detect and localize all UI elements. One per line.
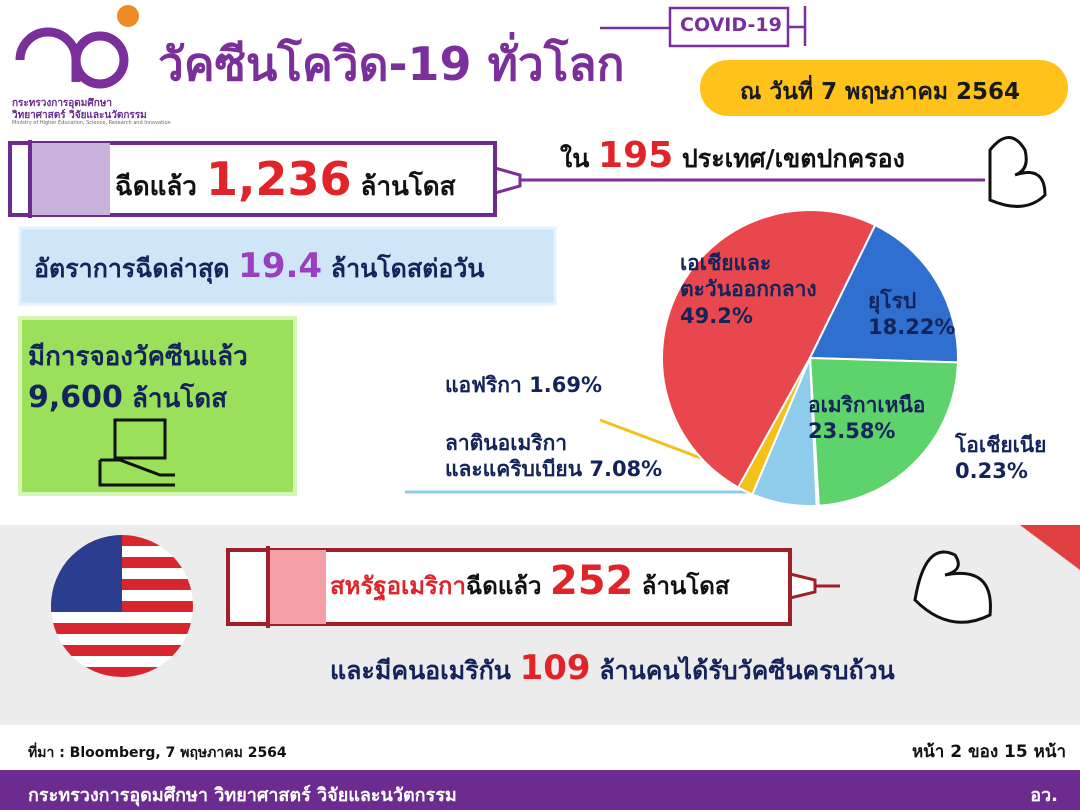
ministry-en: Ministry of Higher Education, Science, R… — [12, 120, 171, 126]
value: 9,600 — [28, 380, 123, 415]
slice-label: ยุโรป 18.22% — [868, 288, 955, 341]
pie — [661, 209, 959, 507]
label-text: ยุโรป — [868, 289, 917, 313]
value: 1,236 — [205, 152, 352, 206]
usa-doses: สหรัฐอเมริกาฉีดแล้ว 252 ล้านโดส — [330, 558, 729, 605]
usa-full: และมีคนอเมริกัน 109 ล้านคนได้รับวัคซีนคร… — [330, 648, 895, 691]
corner — [1020, 525, 1080, 570]
label-text: 18.22% — [868, 315, 956, 340]
pie-slice — [736, 357, 811, 496]
text: ฉีดแล้ว — [115, 172, 197, 202]
pie-slice — [661, 209, 877, 489]
label-text: 7.08% — [589, 457, 663, 482]
title: วัคซีนโควิด-19 ทั่วโลก — [158, 37, 625, 91]
main-syringe — [8, 136, 1047, 218]
source: ที่มา : Bloomberg, 7 พฤษภาคม 2564 — [28, 745, 287, 761]
text: สหรัฐอเมริกา — [330, 572, 466, 600]
text: และมีคนอเมริกัน — [330, 656, 511, 685]
slice-label: ลาตินอเมริกา และแคริบเบียน 7.08% — [445, 430, 662, 483]
value: 109 — [519, 648, 591, 688]
us-flag — [51, 535, 193, 677]
label-text: เอเชียและ ตะวันออกกลาง — [680, 251, 817, 302]
text: ล้านโดส — [131, 384, 227, 414]
label-text: อเมริกาเหนือ — [808, 393, 926, 417]
label-text: 0.23% — [955, 459, 1028, 484]
page-number: หน้า 2 ของ 15 หน้า — [911, 742, 1066, 762]
box-icon — [98, 418, 175, 487]
total: ฉีดแล้ว 1,236 ล้านโดส — [115, 152, 456, 207]
footer-abbr: อว. — [1030, 785, 1058, 806]
reserved-box — [18, 316, 297, 496]
label-text: ลาตินอเมริกา และแคริบเบียน — [445, 431, 583, 482]
label-text: โอเชียเนีย — [955, 433, 1047, 457]
text: ล้านโดส — [641, 572, 730, 600]
value: 19.4 — [238, 246, 323, 286]
footer-bar — [0, 770, 1080, 810]
pie-slice — [808, 356, 959, 507]
text: ฉีดแล้ว — [465, 572, 542, 600]
value: 195 — [598, 135, 674, 176]
text: ล้านโดสต่อวัน — [330, 254, 485, 283]
value: 252 — [549, 558, 634, 604]
countries: ใน 195 ประเทศ/เขตปกครอง — [560, 135, 905, 179]
rate-box — [18, 226, 557, 306]
pie-slice — [808, 223, 959, 364]
text: ล้านโดส — [360, 172, 456, 202]
text: ประเทศ/เขตปกครอง — [681, 144, 905, 173]
badge-syringe — [600, 6, 807, 48]
date: ณ วันที่ 7 พฤษภาคม 2564 — [740, 79, 1021, 105]
text: ใน — [560, 144, 590, 173]
label-text: 23.58% — [808, 419, 896, 444]
text: อัตราการฉีดล่าสุด — [34, 254, 230, 283]
usa-syringe — [226, 546, 992, 628]
ministry-line: วิทยาศาสตร์ วิจัยและนวัตกรรม — [12, 110, 147, 121]
logo-dot — [117, 5, 139, 27]
reserved: 9,600 ล้านโดส — [28, 378, 227, 419]
badge: COVID-19 — [680, 14, 782, 36]
label-text: 49.2% — [680, 303, 753, 328]
slice-label: โอเชียเนีย 0.23% — [955, 432, 1046, 485]
rate: อัตราการฉีดล่าสุด 19.4 ล้านโดสต่อวัน — [34, 246, 485, 289]
ministry-line: กระทรวงการอุดมศึกษา — [12, 98, 112, 109]
label-text: 1.69% — [529, 373, 602, 397]
footer-ministry: กระทรวงการอุดมศึกษา วิทยาศาสตร์ วิจัยและ… — [28, 785, 457, 806]
slice-label: อเมริกาเหนือ 23.58% — [808, 392, 925, 445]
label-text: แอฟริกา — [445, 373, 522, 397]
slice-label: แอฟริกา 1.69% — [445, 372, 602, 398]
text: ล้านคนได้รับวัคซีนครบถ้วน — [599, 656, 895, 685]
date-pill — [700, 60, 1068, 116]
reserved-line: มีการจองวัคซีนแล้ว — [28, 342, 248, 372]
slice-label: เอเชียและ ตะวันออกกลาง 49.2% — [680, 250, 817, 329]
logo — [15, 27, 129, 89]
